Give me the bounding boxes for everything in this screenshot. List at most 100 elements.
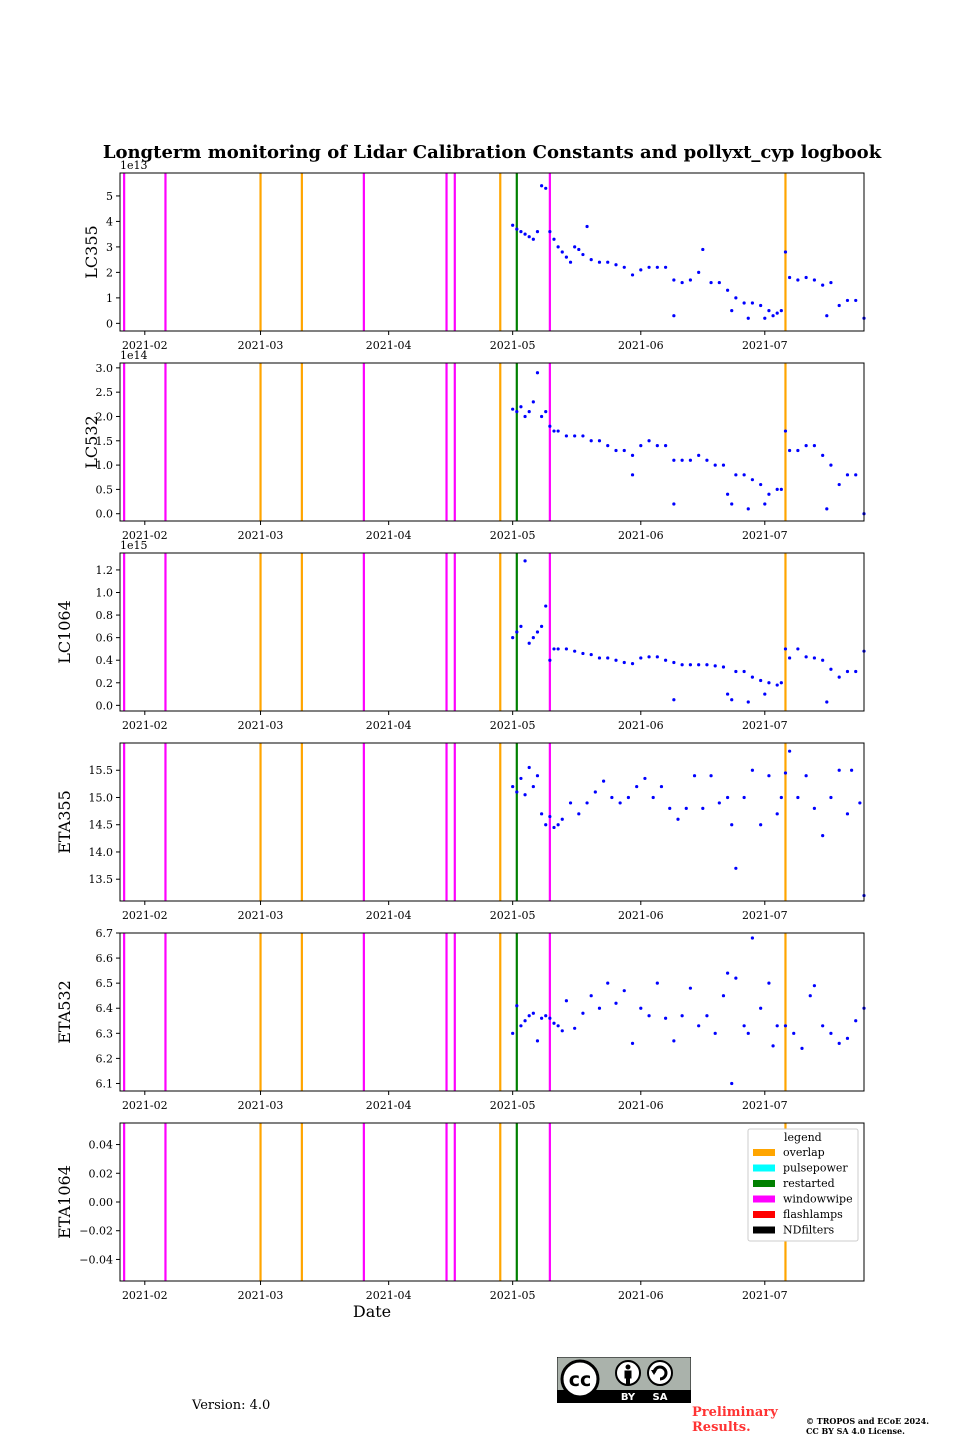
data-point [730, 698, 734, 702]
data-point [763, 316, 767, 320]
data-point [734, 669, 738, 674]
data-point [837, 675, 841, 679]
data-point [556, 823, 560, 827]
data-point [697, 453, 701, 457]
data-point [812, 444, 817, 448]
data-point [759, 303, 763, 308]
data-point [614, 448, 618, 453]
data-point [597, 1006, 602, 1010]
data-point [746, 507, 750, 511]
data-point [783, 1024, 788, 1028]
data-point [796, 448, 800, 453]
data-point [581, 651, 585, 656]
data-point [585, 801, 589, 805]
data-point [659, 784, 664, 789]
data-point [639, 268, 643, 272]
data-point [614, 263, 618, 267]
data-point [750, 675, 755, 679]
data-point [655, 265, 659, 269]
data-point [821, 834, 825, 838]
data-point [544, 186, 548, 190]
data-point [742, 301, 746, 305]
data-point [767, 774, 771, 778]
cc-by-sa-badge[interactable]: cc BY SA [556, 1356, 692, 1404]
data-point [821, 1024, 825, 1028]
x-tick-label: 2021-02 [122, 719, 168, 732]
chart-title: Longterm monitoring of Lidar Calibration… [103, 142, 882, 163]
y-tick-label: 0.0 [96, 508, 114, 521]
legend-label-flashlamps: flashlamps [783, 1208, 843, 1221]
data-point [850, 768, 854, 772]
x-tick-label: 2021-04 [366, 1289, 412, 1302]
data-point [742, 1024, 746, 1028]
data-point [812, 984, 817, 988]
data-point [812, 278, 817, 282]
y-tick-label: 6.2 [96, 1052, 114, 1065]
data-point [821, 658, 825, 662]
data-point [531, 636, 535, 640]
axes-frame [119, 552, 865, 712]
data-point [589, 994, 593, 998]
data-point [647, 655, 651, 659]
data-point [808, 994, 812, 998]
legend-label-windowwipe: windowwipe [783, 1193, 853, 1206]
data-point [519, 624, 523, 628]
legend-swatch [753, 1180, 775, 1187]
data-point [829, 1031, 833, 1035]
legend-label-pulsepower: pulsepower [783, 1162, 848, 1175]
data-point [651, 795, 655, 800]
data-point [544, 604, 548, 608]
y-tick-label: 0.2 [96, 677, 114, 690]
x-tick-label: 2021-04 [366, 1099, 412, 1112]
y-axis-label: ETA355 [55, 790, 74, 854]
data-point [775, 1024, 779, 1028]
x-tick-label: 2021-05 [490, 909, 536, 922]
x-tick-label: 2021-04 [366, 719, 412, 732]
data-point [705, 1014, 709, 1018]
data-point [829, 463, 833, 467]
data-point [568, 260, 573, 264]
data-point [750, 301, 755, 305]
panel-lc355: 0 1 2 3 4 5 2021-02 2021-03 2021-04 2021-05 2021-0… [82, 159, 866, 352]
data-point [581, 252, 585, 257]
x-tick-label: 2021-05 [490, 719, 536, 732]
x-tick-label: 2021-05 [490, 339, 536, 352]
data-point [821, 453, 825, 457]
data-point [767, 981, 771, 985]
data-point [858, 801, 862, 805]
data-point [792, 1031, 796, 1035]
data-point [783, 771, 788, 775]
data-point [721, 463, 726, 467]
data-point [630, 1041, 635, 1045]
data-point [589, 439, 593, 443]
data-point [614, 658, 618, 662]
x-tick-label: 2021-06 [618, 1099, 664, 1112]
y-tick-label: 2.5 [96, 386, 114, 399]
data-point [540, 624, 544, 628]
data-point [668, 806, 672, 810]
preliminary-line-1: Preliminary [692, 1405, 778, 1420]
data-point [664, 265, 668, 269]
y-tick-label: 3 [106, 241, 113, 254]
data-point [688, 663, 693, 667]
data-point [635, 784, 639, 789]
data-point [771, 1044, 775, 1048]
y-tick-label: 0.00 [89, 1196, 114, 1209]
x-tick-label: 2021-06 [618, 529, 664, 542]
data-point [767, 681, 771, 685]
data-point [779, 681, 783, 685]
x-tick-label: 2021-06 [618, 719, 664, 732]
data-point [610, 795, 614, 800]
data-point [548, 230, 552, 234]
data-point [854, 298, 858, 303]
y-axis-label: LC1064 [55, 600, 74, 664]
data-point [759, 482, 763, 487]
preliminary-results-note: Preliminary Results. [692, 1405, 802, 1435]
data-point [589, 258, 593, 262]
data-point [750, 478, 755, 482]
data-point [556, 429, 560, 433]
data-point [540, 414, 544, 419]
data-point [854, 473, 858, 477]
y-tick-label: 13.5 [89, 873, 114, 886]
data-point [515, 410, 519, 414]
